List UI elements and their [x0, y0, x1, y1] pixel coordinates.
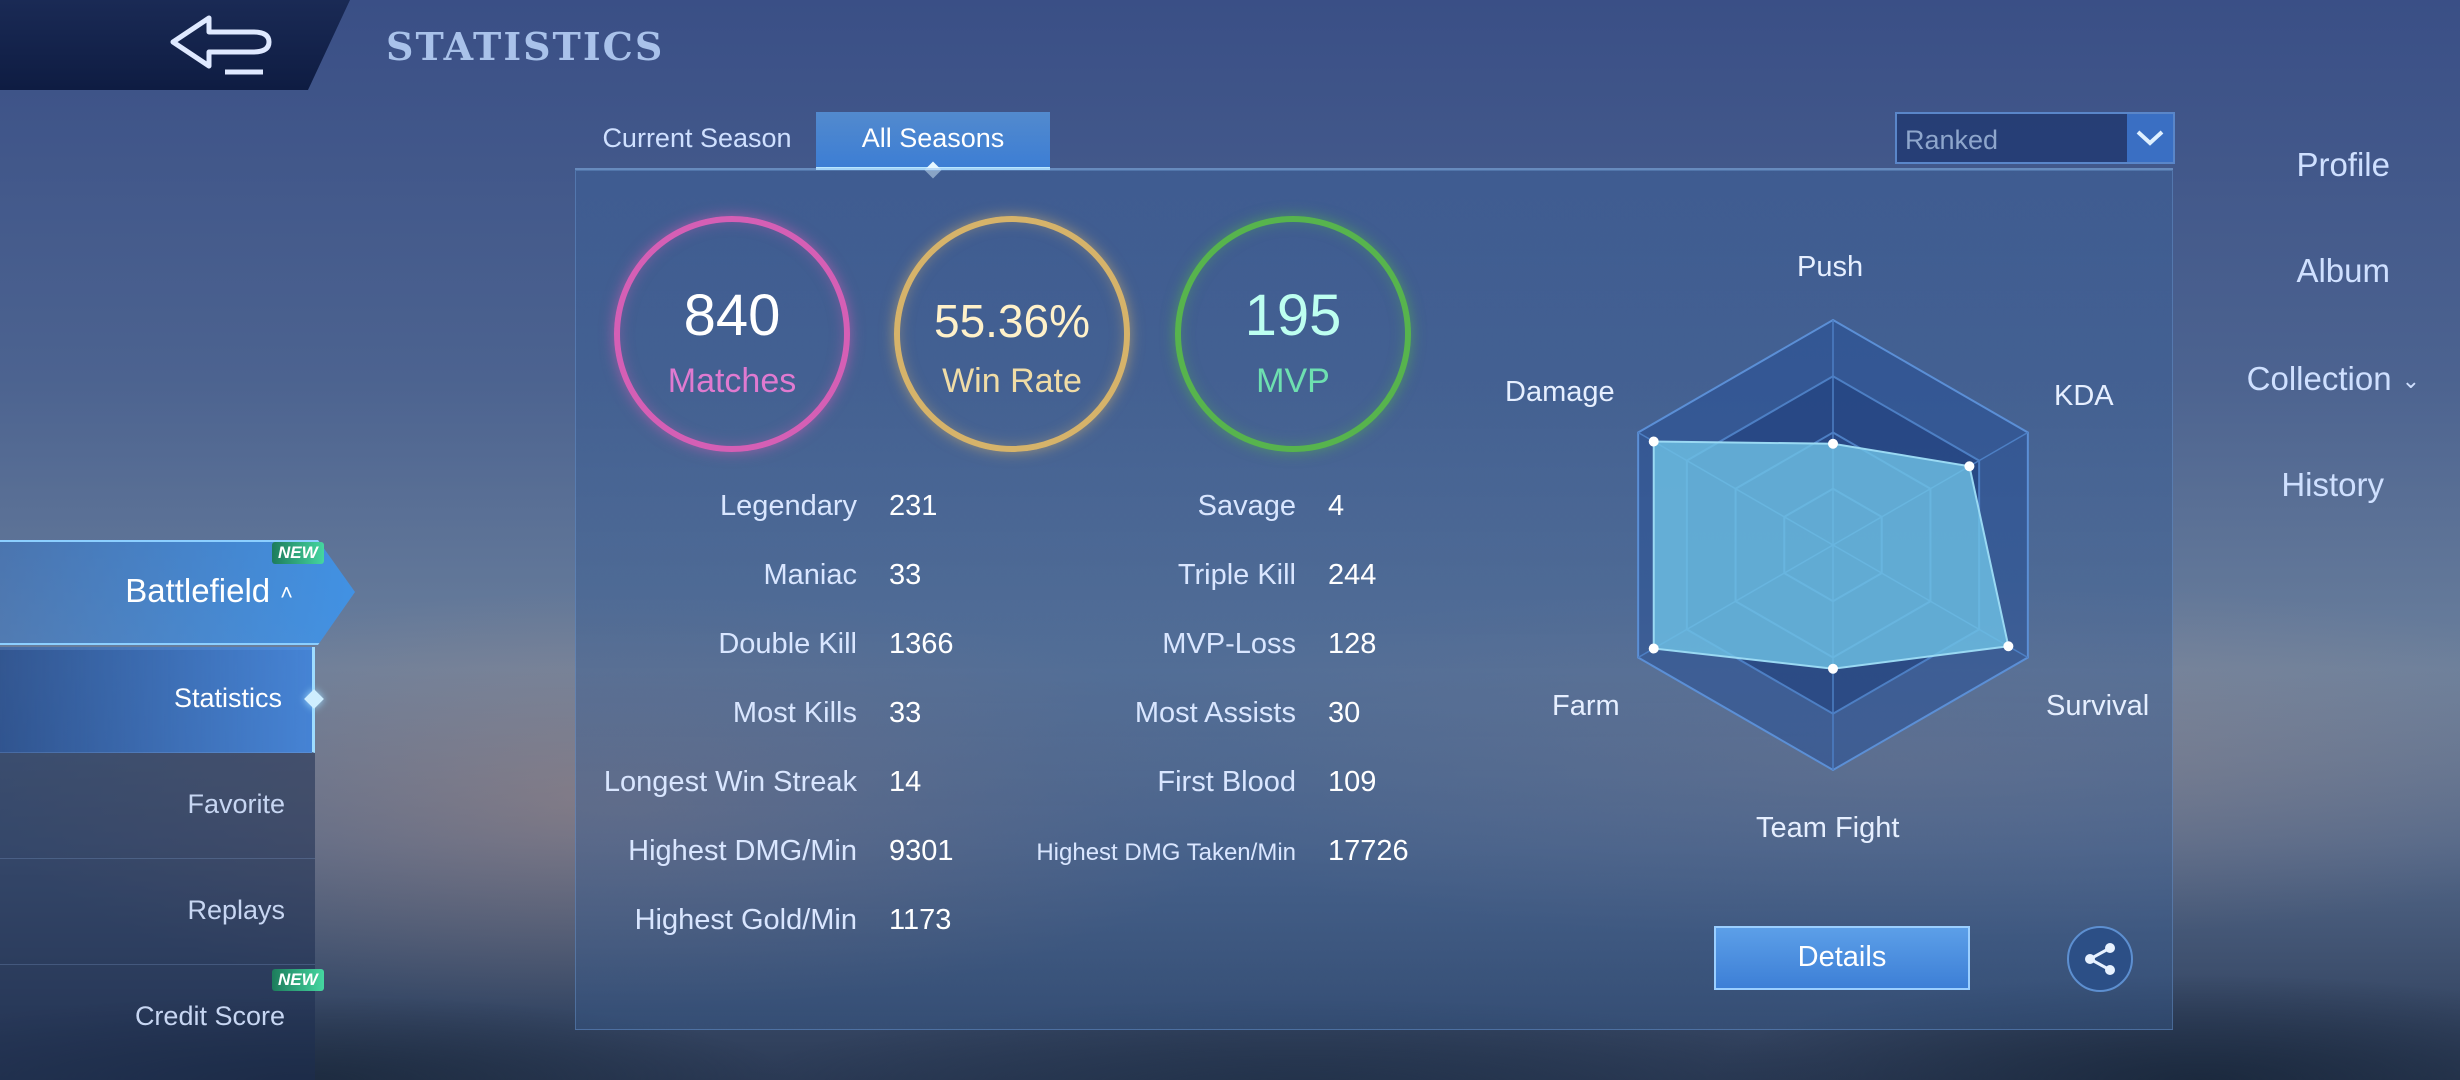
radar-point	[2003, 641, 2014, 652]
sidebar-item-label: Album	[2296, 252, 2390, 289]
radar-label-kda: KDA	[2054, 380, 2114, 412]
mvp-label: MVP	[1256, 362, 1330, 400]
stat-value: 1366	[889, 628, 954, 660]
sidebar-subitem-statistics[interactable]: Statistics	[0, 647, 324, 753]
chevron-up-icon: ˄	[280, 580, 293, 606]
radar-value-area	[1652, 440, 2010, 670]
sidebar-item-battlefield[interactable]: Battlefield ˄	[0, 540, 355, 645]
stat-label: MVP-Loss	[1162, 628, 1296, 660]
radar-label-damage: Damage	[1505, 376, 1615, 408]
details-button[interactable]: Details	[1714, 926, 1970, 990]
mvp-value: 195	[1244, 283, 1342, 348]
stat-label: Highest DMG Taken/Min	[1036, 839, 1296, 866]
sidebar-item-label: Profile	[2296, 146, 2390, 183]
stat-value: 30	[1328, 697, 1361, 729]
stat-label: Most Kills	[732, 697, 857, 729]
chevron-down-icon[interactable]	[2127, 114, 2173, 162]
radar-label-farm: Farm	[1552, 690, 1620, 722]
stat-value: 128	[1328, 628, 1377, 660]
stat-label: Most Assists	[1134, 697, 1296, 729]
mvp-circle: 195 MVP	[1175, 216, 1411, 452]
tab-all-seasons[interactable]: All Seasons	[816, 112, 1050, 179]
stat-label: Triple Kill	[1177, 559, 1296, 591]
stat-label: Highest Gold/Min	[634, 904, 857, 936]
sidebar-subitem-credit-score[interactable]: Credit Score	[0, 965, 315, 1071]
stat-label: Legendary	[719, 490, 857, 522]
chevron-down-icon: ⌄	[2401, 368, 2420, 394]
sidebar-item-label: Collection	[2246, 360, 2392, 397]
stat-value: 1173	[889, 904, 952, 936]
stat-label: First Blood	[1157, 766, 1296, 798]
stat-value: 109	[1328, 766, 1377, 798]
sidebar-item-history[interactable]: History	[2281, 466, 2384, 504]
radar-label-survival: Survival	[2046, 690, 2150, 722]
stat-value: 14	[889, 766, 922, 798]
sidebar-subitem-label: Favorite	[187, 789, 285, 819]
sidebar-item-album[interactable]: Album	[2296, 252, 2390, 290]
sidebar-item-profile[interactable]: Profile	[2296, 146, 2390, 184]
sidebar-subitem-label: Statistics	[173, 683, 282, 713]
radar-label-team-fight: Team Fight	[1756, 812, 1900, 844]
share-icon[interactable]	[2067, 926, 2133, 992]
stat-value: 231	[889, 490, 938, 522]
stat-label: Highest DMG/Min	[628, 835, 857, 867]
matches-label: Matches	[667, 362, 797, 400]
win-rate-value: 55.36%	[933, 295, 1090, 347]
radar-point	[1964, 461, 1975, 472]
win-rate-label: Win Rate	[942, 362, 1082, 400]
stat-label: Double Kill	[718, 628, 857, 660]
radar-point	[1828, 438, 1838, 449]
stat-value: 9301	[889, 835, 954, 867]
sidebar-subitem-replays[interactable]: Replays	[0, 859, 315, 965]
matches-circle: 840 Matches	[614, 216, 850, 452]
radar-point	[1648, 643, 1659, 654]
radar-chart	[1637, 318, 2029, 772]
page-title: STATISTICS	[386, 24, 665, 69]
radar-point	[1648, 436, 1659, 447]
new-badge: NEW	[272, 542, 324, 564]
sidebar-subitem-favorite[interactable]: Favorite	[0, 753, 315, 859]
tab-label: All Seasons	[861, 123, 1005, 153]
sidebar-subitem-label: Replays	[187, 895, 285, 925]
stat-label: Savage	[1197, 490, 1296, 522]
back-arrow-icon[interactable]	[165, 12, 285, 78]
stat-value: 17726	[1328, 835, 1409, 867]
stat-value: 33	[889, 697, 922, 729]
sidebar-item-label: Battlefield ˄	[125, 572, 293, 609]
stat-value: 4	[1328, 490, 1345, 522]
mode-select-value: Ranked	[1905, 125, 1999, 155]
win-rate-circle: 55.36% Win Rate	[894, 216, 1130, 452]
matches-value: 840	[683, 283, 781, 348]
radar-point	[1828, 663, 1838, 674]
new-badge: NEW	[272, 969, 324, 991]
sidebar-item-collection[interactable]: Collection ⌄	[2247, 360, 2420, 398]
tab-current-season[interactable]: Current Season	[602, 123, 792, 153]
tab-divider	[575, 168, 2173, 170]
active-indicator-icon	[304, 689, 324, 709]
stat-value: 244	[1328, 559, 1377, 591]
sidebar-item-label: History	[2281, 466, 2384, 503]
mode-select[interactable]: Ranked	[1895, 112, 2175, 164]
sidebar-subitem-label: Credit Score	[134, 1001, 285, 1031]
stat-label: Longest Win Streak	[603, 766, 857, 798]
stat-label: Maniac	[763, 559, 858, 591]
radar-label-push: Push	[1797, 251, 1864, 283]
stat-value: 33	[889, 559, 922, 591]
